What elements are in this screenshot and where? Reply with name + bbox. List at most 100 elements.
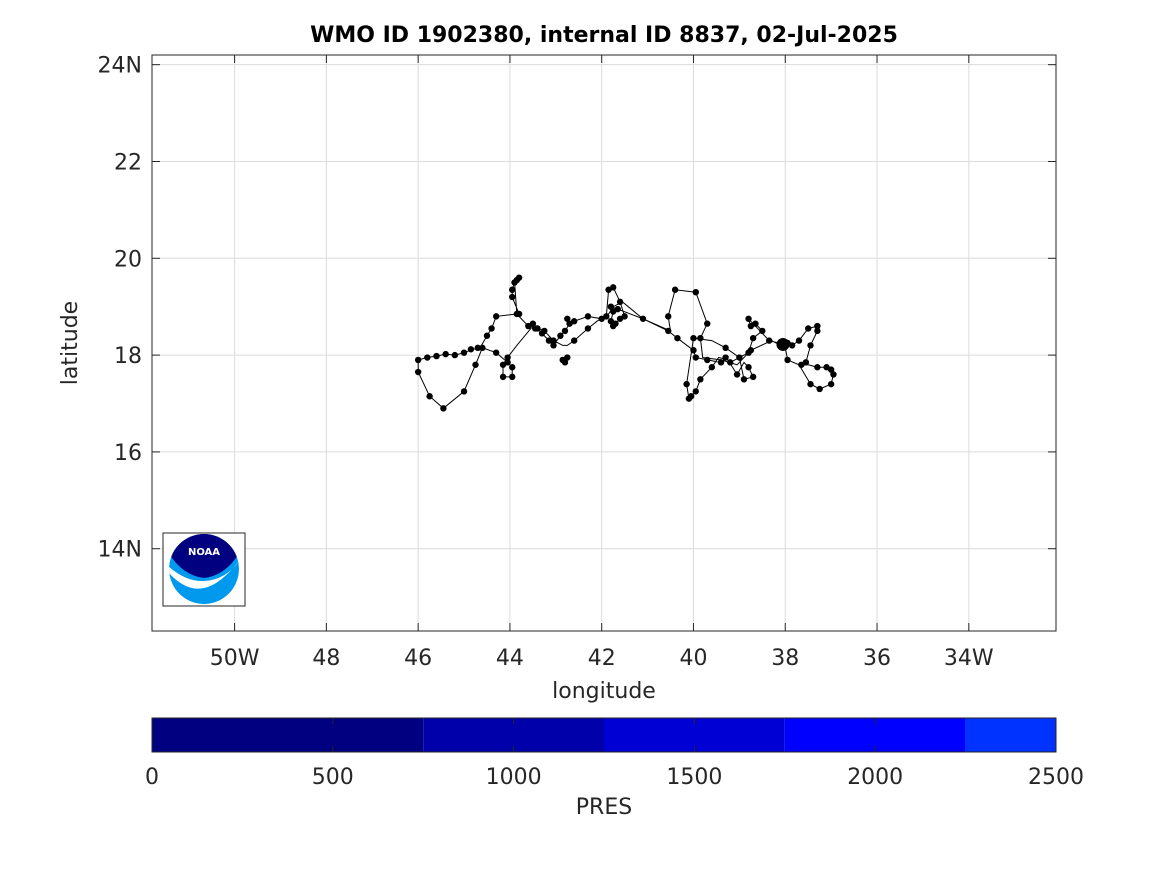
track-point (509, 373, 516, 381)
track-point (784, 356, 791, 364)
track-point (460, 388, 468, 395)
track-point (736, 354, 743, 361)
y-tick-labels: 14N 16 18 20 22 24N (98, 54, 142, 563)
track-point (570, 337, 578, 344)
colorbar-tick-labels: 0 500 1000 1500 2000 2500 (145, 765, 1084, 790)
track-point (509, 293, 516, 301)
track-point (665, 327, 672, 335)
track-point (671, 286, 679, 293)
y-tick-label: 20 (114, 247, 142, 272)
float-track (414, 274, 837, 412)
track-point (749, 373, 757, 381)
track-point (795, 337, 803, 344)
colorbar-frame (151, 717, 1057, 753)
track-point (515, 274, 523, 281)
track-point (717, 359, 725, 366)
track-point (798, 361, 805, 368)
track-point (564, 315, 571, 322)
logo-sky-shape (169, 534, 239, 578)
track-point (616, 298, 624, 306)
track-point (509, 364, 516, 371)
colorbar-segment (965, 718, 1056, 752)
track-point (788, 342, 796, 349)
track-point (690, 347, 697, 354)
track-point (426, 393, 433, 400)
x-tick-label: 38 (771, 646, 799, 671)
track-point (529, 320, 537, 327)
track-point (559, 356, 566, 364)
track-point (603, 313, 610, 320)
track-point (697, 376, 704, 383)
track-point (708, 364, 716, 371)
x-tick-label: 44 (496, 646, 524, 671)
chart-title: WMO ID 1902380, internal ID 8837, 02-Jul… (310, 23, 898, 48)
track-point (515, 310, 523, 318)
track-point (722, 344, 729, 352)
track-point (726, 359, 734, 366)
noaa-logo: NOAA (162, 532, 246, 607)
track-point (665, 313, 672, 320)
track-point (814, 327, 821, 335)
logo-gull-shape (169, 560, 239, 589)
track-point (424, 354, 431, 361)
track-point (814, 322, 821, 330)
track-point (639, 315, 647, 322)
track-point (814, 364, 821, 371)
y-tick-label: 14N (98, 538, 142, 563)
track-point (550, 342, 557, 349)
track-point (733, 371, 741, 378)
track-point (483, 332, 491, 339)
track-point (509, 286, 516, 293)
track-point (414, 368, 422, 376)
y-tick-label: 16 (114, 441, 142, 466)
track-point (414, 356, 422, 364)
colorbar-tick-label: 500 (312, 765, 354, 790)
track-point (740, 376, 748, 383)
tick-marks (152, 55, 1056, 631)
track-point (607, 318, 615, 325)
track-point (609, 284, 617, 291)
x-tick-label: 46 (404, 646, 432, 671)
track-point (557, 332, 564, 339)
x-tick-label: 36 (863, 646, 891, 671)
plot-area: 50W 48 46 44 42 40 38 36 34W 14N 16 18 20 22 24N NOAA (98, 54, 1057, 671)
track-point (504, 359, 511, 366)
track-point (745, 364, 752, 371)
track-point (747, 347, 755, 354)
track-point (609, 322, 617, 330)
track-point (479, 344, 486, 352)
x-tick-label: 34W (944, 646, 994, 671)
track-point (488, 325, 495, 332)
colorbar-segment (152, 718, 424, 752)
track-point (805, 325, 812, 332)
track-point (830, 371, 837, 378)
x-tick-labels: 50W 48 46 44 42 40 38 36 34W (210, 646, 994, 671)
track-point (759, 327, 766, 335)
track-point (674, 334, 681, 342)
track-point (683, 380, 690, 388)
track-point (616, 315, 624, 322)
track-point (692, 288, 699, 296)
track-point (704, 320, 711, 327)
colorbar-tick-label: 0 (145, 765, 159, 790)
colorbar: 0 500 1000 1500 2000 2500 PRES (145, 717, 1084, 820)
track-point (747, 322, 755, 330)
track-point (704, 356, 711, 364)
track-point (460, 349, 468, 356)
track-point (685, 395, 693, 402)
track-point (433, 352, 440, 360)
track-point (492, 313, 500, 320)
track-point (614, 305, 621, 313)
track-point (467, 346, 475, 353)
colorbar-label: PRES (576, 795, 632, 820)
grid-lines (152, 55, 1056, 631)
track-point (697, 334, 704, 342)
logo-text: NOAA (188, 547, 220, 558)
track-point (584, 325, 592, 332)
track-point (561, 327, 569, 335)
plot-background (152, 55, 1056, 631)
track-point (692, 354, 699, 361)
track-point (827, 380, 835, 388)
latest-position-marker (776, 337, 790, 351)
x-axis-label: longitude (552, 679, 656, 704)
